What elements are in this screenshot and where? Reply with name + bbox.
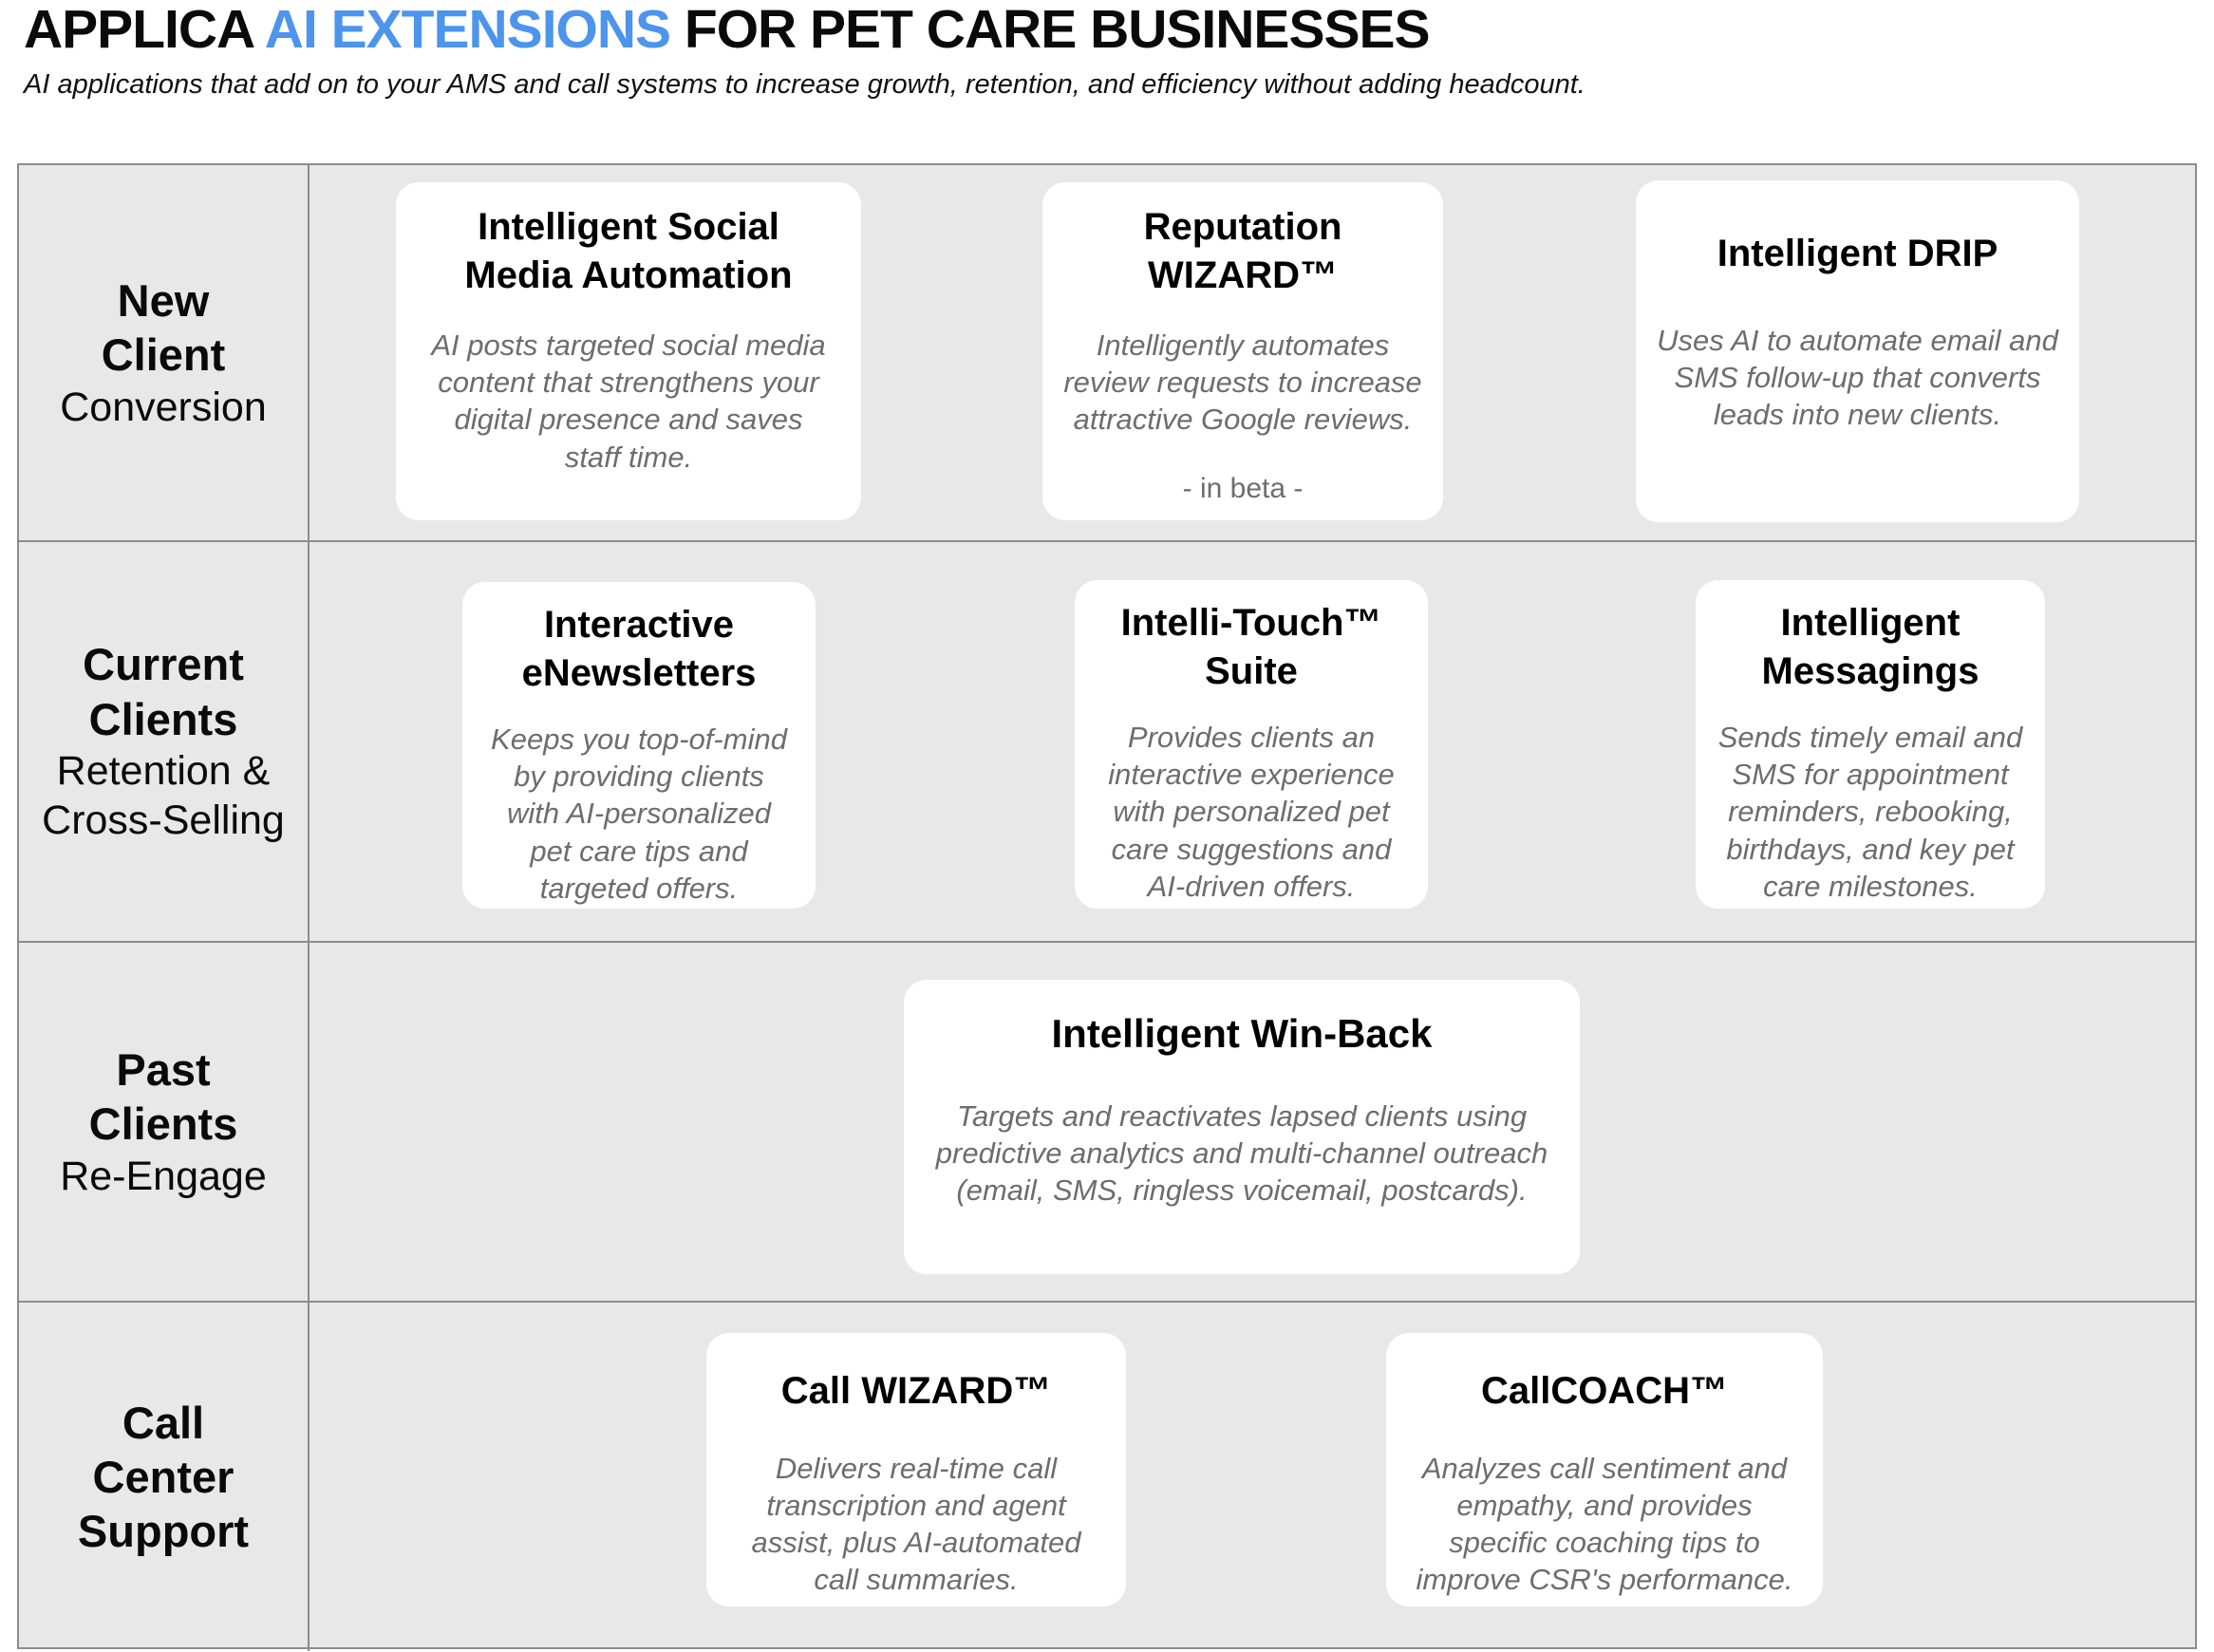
card-call-wizard: Call WIZARD™ Delivers real-time call tra… bbox=[706, 1333, 1126, 1606]
card-interactive-enewsletters: Interactive eNewsletters Keeps you top-o… bbox=[462, 582, 816, 909]
card-description: Targets and reactivates lapsed clients u… bbox=[935, 1098, 1548, 1207]
card-title: Intelligent Social Media Automation bbox=[464, 206, 793, 297]
card-callcoach: CallCOACH™ Analyzes call sentiment and e… bbox=[1386, 1333, 1823, 1606]
card-title: Reputation WIZARD™ bbox=[1143, 206, 1342, 297]
page-title-prefix: APPLICA bbox=[24, 0, 265, 60]
page-header: APPLICA AI EXTENSIONS FOR PET CARE BUSIN… bbox=[24, 0, 2198, 101]
row-label-sub: Retention & Cross-Selling bbox=[42, 747, 285, 844]
row-call-center-support: Call Center Support Call WIZARD™ Deliver… bbox=[19, 1301, 2195, 1651]
card-description: Uses AI to automate email and SMS follow… bbox=[1657, 324, 2058, 432]
page-title: APPLICA AI EXTENSIONS FOR PET CARE BUSIN… bbox=[24, 0, 2198, 60]
card-description: AI posts targeted social media content t… bbox=[431, 329, 826, 474]
card-title: Intelligent Messagings bbox=[1761, 602, 1979, 693]
row-label-bold: New Client bbox=[101, 274, 226, 381]
card-intelligent-social-media-automation: Intelligent Social Media Automation AI p… bbox=[396, 182, 861, 520]
row-content: Intelligent Social Media Automation AI p… bbox=[310, 165, 2195, 540]
card-intelligent-messagings: Intelligent Messagings Sends timely emai… bbox=[1696, 580, 2045, 909]
card-description: Delivers real-time call transcription an… bbox=[751, 1452, 1081, 1597]
page-subtitle: AI applications that add on to your AMS … bbox=[24, 68, 1585, 100]
row-current-clients: Current Clients Retention & Cross-Sellin… bbox=[19, 540, 2195, 941]
matrix-table: New Client Conversion Intelligent Social… bbox=[17, 163, 2197, 1651]
card-intelli-touch-suite: Intelli-Touch™ Suite Provides clients an… bbox=[1075, 580, 1428, 909]
card-description: Provides clients an interactive experien… bbox=[1108, 721, 1395, 903]
card-intelligent-win-back: Intelligent Win-Back Targets and reactiv… bbox=[904, 980, 1580, 1274]
row-content: Call WIZARD™ Delivers real-time call tra… bbox=[310, 1303, 2195, 1651]
page-title-highlight: AI EXTENSIONS bbox=[264, 0, 671, 60]
page-title-suffix: FOR PET CARE BUSINESSES bbox=[670, 0, 1431, 60]
row-label-new-client: New Client Conversion bbox=[19, 165, 310, 540]
card-description: Intelligently automates review requests … bbox=[1063, 329, 1422, 437]
card-title: Call WIZARD™ bbox=[780, 1370, 1052, 1412]
card-description: Sends timely email and SMS for appointme… bbox=[1717, 721, 2023, 903]
row-label-call-center-support: Call Center Support bbox=[19, 1303, 310, 1651]
card-description: Keeps you top-of-mind by providing clien… bbox=[491, 723, 787, 905]
card-title: Intelligent Win-Back bbox=[1051, 1011, 1433, 1056]
card-description: Analyzes call sentiment and empathy, and… bbox=[1416, 1452, 1793, 1597]
row-content: Interactive eNewsletters Keeps you top-o… bbox=[310, 542, 2195, 941]
beta-note: - in beta - bbox=[1182, 473, 1304, 504]
row-new-client-conversion: New Client Conversion Intelligent Social… bbox=[19, 165, 2195, 540]
card-reputation-wizard: Reputation WIZARD™ Intelligently automat… bbox=[1042, 182, 1443, 520]
row-label-past-clients: Past Clients Re-Engage bbox=[19, 943, 310, 1301]
row-label-bold: Past Clients bbox=[88, 1043, 238, 1150]
row-past-clients: Past Clients Re-Engage Intelligent Win-B… bbox=[19, 941, 2195, 1301]
card-title: Intelligent DRIP bbox=[1717, 233, 1998, 274]
row-label-sub: Re-Engage bbox=[60, 1153, 267, 1199]
row-label-bold: Current Clients bbox=[83, 639, 244, 744]
card-title: Interactive eNewsletters bbox=[521, 604, 757, 695]
row-content: Intelligent Win-Back Targets and reactiv… bbox=[310, 943, 2195, 1301]
row-label-sub: Conversion bbox=[60, 384, 267, 430]
card-intelligent-drip: Intelligent DRIP Uses AI to automate ema… bbox=[1636, 180, 2079, 522]
card-title: CallCOACH™ bbox=[1480, 1370, 1729, 1412]
card-title: Intelli-Touch™ Suite bbox=[1120, 602, 1382, 693]
row-label-current-clients: Current Clients Retention & Cross-Sellin… bbox=[19, 542, 310, 941]
row-label-bold: Call Center Support bbox=[77, 1397, 250, 1557]
